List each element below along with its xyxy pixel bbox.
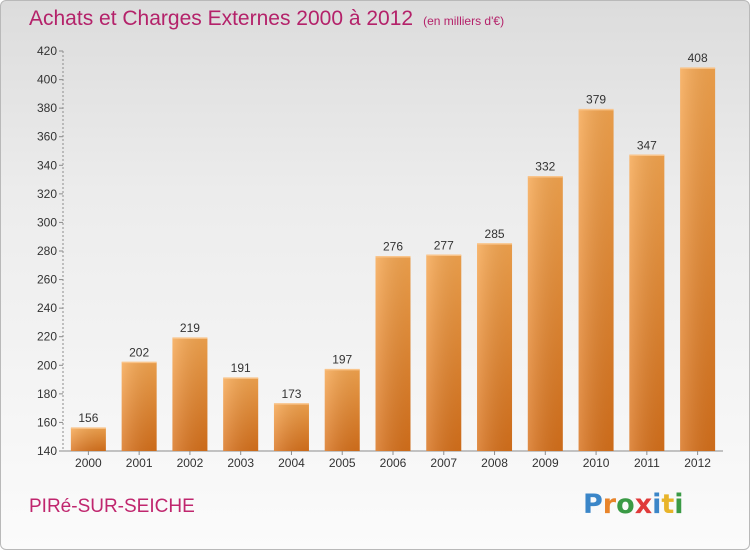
x-tick-label: 2000 xyxy=(75,456,102,470)
bar-shade xyxy=(273,403,309,451)
y-tick-label: 260 xyxy=(37,273,57,287)
x-tick-label: 2012 xyxy=(684,456,711,470)
data-label: 277 xyxy=(434,238,454,252)
x-tick-label: 2009 xyxy=(532,456,559,470)
data-label: 219 xyxy=(180,321,200,335)
x-tick-label: 2002 xyxy=(177,456,204,470)
logo-letter: t xyxy=(661,489,675,520)
data-label: 191 xyxy=(231,361,251,375)
y-tick-label: 380 xyxy=(37,101,57,115)
y-tick-label: 420 xyxy=(37,44,57,58)
x-tick-label: 2001 xyxy=(126,456,153,470)
logo-letter: o xyxy=(616,489,635,520)
data-label: 332 xyxy=(535,160,555,174)
bar-shade xyxy=(70,428,106,451)
data-label: 347 xyxy=(637,138,657,152)
bar-shade xyxy=(375,256,411,451)
y-tick-label: 240 xyxy=(37,301,57,315)
data-label: 408 xyxy=(688,51,708,65)
bar-shade xyxy=(172,338,208,451)
y-tick-label: 140 xyxy=(37,444,57,458)
data-label: 202 xyxy=(129,345,149,359)
y-tick-label: 340 xyxy=(37,158,57,172)
x-tick-label: 2003 xyxy=(227,456,254,470)
x-tick-label: 2011 xyxy=(634,456,660,470)
y-tick-label: 160 xyxy=(37,415,57,429)
x-tick-label: 2008 xyxy=(481,456,508,470)
data-label: 276 xyxy=(383,240,403,254)
bar-shade xyxy=(324,369,360,451)
y-tick-label: 360 xyxy=(37,130,57,144)
data-label: 285 xyxy=(485,227,505,241)
bar-shade xyxy=(223,378,259,451)
bar-shade xyxy=(527,176,563,451)
data-label: 197 xyxy=(332,353,352,367)
data-label: 156 xyxy=(78,411,98,425)
y-tick-label: 280 xyxy=(37,244,57,258)
y-tick-label: 180 xyxy=(37,387,57,401)
logo-letter: x xyxy=(634,489,653,520)
logo-letter: P xyxy=(583,489,603,520)
commune-name: PIRé-SUR-SEICHE xyxy=(29,496,195,517)
bar-shade xyxy=(477,243,513,451)
x-tick-label: 2010 xyxy=(583,456,610,470)
bar-shade xyxy=(121,362,157,451)
data-label: 173 xyxy=(281,387,301,401)
chart-bars xyxy=(70,67,716,452)
logo-letter: i xyxy=(652,489,662,520)
x-tick-label: 2007 xyxy=(430,456,457,470)
chart-unit: (en milliers d'€) xyxy=(423,14,505,28)
logo-letter: i xyxy=(674,489,684,520)
y-tick-label: 220 xyxy=(37,330,57,344)
y-tick-label: 400 xyxy=(37,73,57,87)
y-tick-label: 200 xyxy=(37,358,57,372)
logo-letter: r xyxy=(602,489,617,520)
x-tick-label: 2005 xyxy=(329,456,356,470)
chart-labels: 156 2000 202 2001 219 2002 191 2003 173 2004 197 20… xyxy=(75,51,711,470)
y-tick-label: 300 xyxy=(37,215,57,229)
chart-title-text: Achats et Charges Externes 2000 à 2012 xyxy=(29,7,414,30)
bar-shade xyxy=(629,155,665,452)
x-tick-label: 2006 xyxy=(380,456,407,470)
y-tick-label: 320 xyxy=(37,187,57,201)
bar-shade xyxy=(426,255,462,451)
proxiti-logo: Proxiti xyxy=(583,489,684,520)
x-tick-label: 2004 xyxy=(278,456,305,470)
data-label: 379 xyxy=(586,93,606,107)
bar-shade xyxy=(680,68,716,452)
bar-shade xyxy=(578,109,614,452)
chart-title: Achats et Charges Externes 2000 à 2012 (e… xyxy=(29,7,504,31)
